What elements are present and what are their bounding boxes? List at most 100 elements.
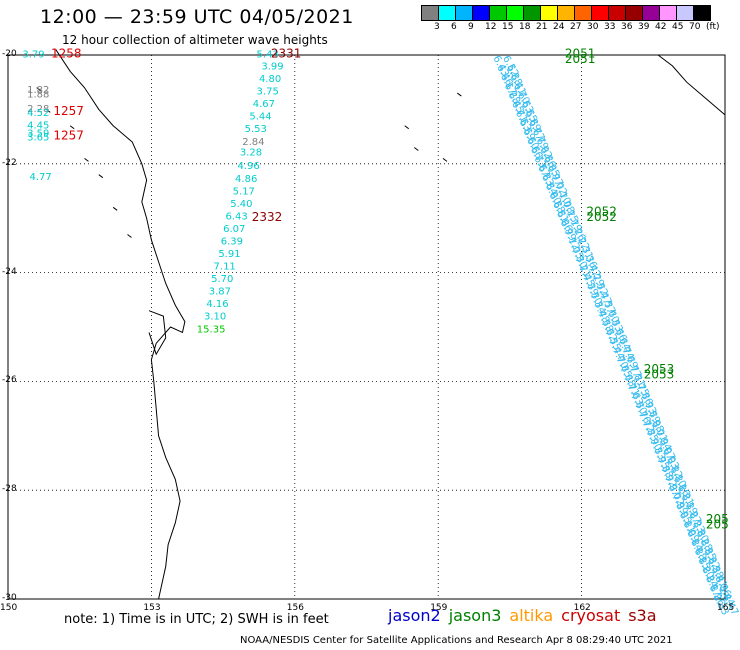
- reef-mark: [457, 92, 462, 97]
- lat-tick-label: -26: [2, 375, 17, 386]
- legend-label: 18: [519, 22, 531, 32]
- swh-value: 6.39: [221, 236, 243, 247]
- swh-value: 15.35: [197, 324, 226, 335]
- pass-time-label: 205: [706, 512, 729, 526]
- swh-value: 4.67: [253, 99, 275, 110]
- swh-value: 5.70: [211, 274, 233, 285]
- legend-label: 70: [689, 22, 701, 32]
- pass-time-label: 2053: [644, 362, 675, 376]
- satellite-jason2: jason2: [388, 606, 441, 625]
- map-subtitle: 12 hour collection of altimeter wave hei…: [62, 33, 328, 47]
- lon-tick-label: 153: [143, 603, 161, 613]
- satellite-cryosat: cryosat: [561, 606, 621, 625]
- new-caledonia-coast: [657, 54, 726, 116]
- lon-tick-label: 162: [573, 603, 591, 613]
- lat-tick-label: -28: [2, 484, 17, 495]
- legend-label: 12: [485, 22, 497, 32]
- swh-value: 3.79: [22, 50, 44, 61]
- legend-label: 45: [672, 22, 684, 32]
- swh-value: 1.82: [27, 85, 49, 96]
- legend-label: 42: [655, 22, 667, 32]
- swh-value: 3.75: [257, 87, 279, 98]
- swh-value: 6.43: [225, 211, 247, 222]
- pass-time-label: 1258: [51, 47, 82, 61]
- reef-mark: [36, 87, 41, 92]
- reef-mark: [413, 147, 419, 151]
- lat-tick-label: -30: [2, 593, 17, 603]
- legend-label: (ft): [706, 22, 720, 32]
- pass-time-label: 2053: [644, 368, 675, 382]
- lon-tick-label: 159: [430, 603, 448, 613]
- reef-mark: [442, 157, 448, 162]
- swh-value: 5.91: [218, 249, 240, 260]
- legend-label: 33: [604, 22, 616, 32]
- pass-time-label: 2052: [586, 204, 617, 218]
- reef-mark: [98, 174, 104, 179]
- pass-time-label: 2051: [565, 47, 596, 61]
- swh-value: 3.65: [27, 132, 49, 143]
- coastline: [55, 49, 186, 600]
- pass-time-label: 2332: [252, 210, 283, 224]
- swh-value: 4.77: [30, 172, 52, 183]
- reef-mark: [69, 125, 75, 130]
- legend-label: 24: [553, 22, 565, 32]
- reef-mark: [404, 125, 410, 130]
- lat-tick-label: -24: [2, 266, 17, 277]
- lon-tick-label: 156: [286, 603, 304, 613]
- legend-label: 15: [502, 22, 514, 32]
- lat-tick-label: -20: [2, 49, 17, 59]
- pass-time-label: 2331: [271, 47, 302, 61]
- legend-label: 27: [570, 22, 582, 32]
- swh-value: 5.53: [245, 124, 267, 135]
- map-frame: [7, 54, 726, 600]
- swh-value: 1.88: [27, 89, 49, 100]
- legend-label: 39: [638, 22, 650, 32]
- reef-mark: [112, 206, 118, 211]
- swh-value: 4.45: [27, 120, 49, 131]
- island-outline: [148, 310, 167, 356]
- lon-tick-label: 150: [0, 603, 18, 613]
- swh-value: 5.17: [233, 186, 255, 197]
- swh-value: 2.28: [27, 104, 49, 115]
- satellite-altika: altika: [509, 606, 554, 625]
- legend-label: 6: [451, 22, 457, 32]
- swh-value: 5.43: [257, 50, 279, 61]
- pass-time-label: 1257: [53, 128, 84, 142]
- legend-label: 21: [536, 22, 548, 32]
- satellite-legend: jason2 jason3 altika cryosat s3a: [388, 606, 665, 625]
- satellite-jason3: jason3: [448, 606, 502, 625]
- pass-time-label: 2051: [565, 52, 596, 66]
- swh-value: 5.44: [249, 112, 271, 123]
- swh-value: 3.10: [204, 311, 226, 322]
- pass-time-label: 2052: [586, 210, 617, 224]
- swh-value: 4.96: [237, 161, 259, 172]
- legend-label: 36: [621, 22, 633, 32]
- legend-label: 3: [434, 22, 440, 32]
- map-title: 12:00 — 23:59 UTC 04/05/2021: [40, 6, 354, 28]
- lat-tick-label: -22: [2, 157, 17, 168]
- swh-value: 4.16: [206, 299, 228, 310]
- swh-value: 3.59: [27, 129, 49, 140]
- legend-label: 30: [587, 22, 599, 32]
- color-scale-labels: 3 6 9 12 15 18 21 24 27 30 33 36 39 42 45 70 (ft): [425, 22, 740, 36]
- credit-line: NOAA/NESDIS Center for Satellite Applica…: [240, 635, 673, 646]
- legend-swatch: [693, 5, 711, 21]
- reef-mark: [45, 109, 51, 113]
- reef-mark: [84, 157, 89, 162]
- footnote: note: 1) Time is in UTC; 2) SWH is in fe…: [64, 612, 329, 627]
- swh-value: 3.28: [240, 148, 262, 159]
- reef-mark: [127, 234, 132, 238]
- satellite-s3a: s3a: [628, 606, 657, 625]
- swh-value: 5.40: [230, 199, 252, 210]
- swh-value: 4.80: [259, 74, 281, 85]
- swh-value: 7.11: [214, 261, 236, 272]
- legend-label: 9: [468, 22, 474, 32]
- swh-value: 4.86: [235, 174, 257, 185]
- swh-value: 2.84: [242, 137, 264, 148]
- pass-time-label: 1257: [53, 104, 84, 118]
- color-scale-legend: [421, 5, 711, 21]
- swh-value: 3.87: [209, 286, 231, 297]
- pass-time-label: 205: [706, 517, 729, 531]
- swh-value: 4.52: [27, 108, 49, 119]
